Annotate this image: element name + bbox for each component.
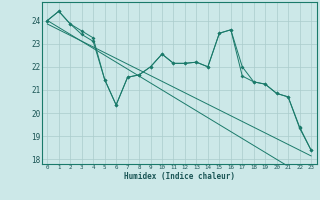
X-axis label: Humidex (Indice chaleur): Humidex (Indice chaleur) bbox=[124, 172, 235, 181]
